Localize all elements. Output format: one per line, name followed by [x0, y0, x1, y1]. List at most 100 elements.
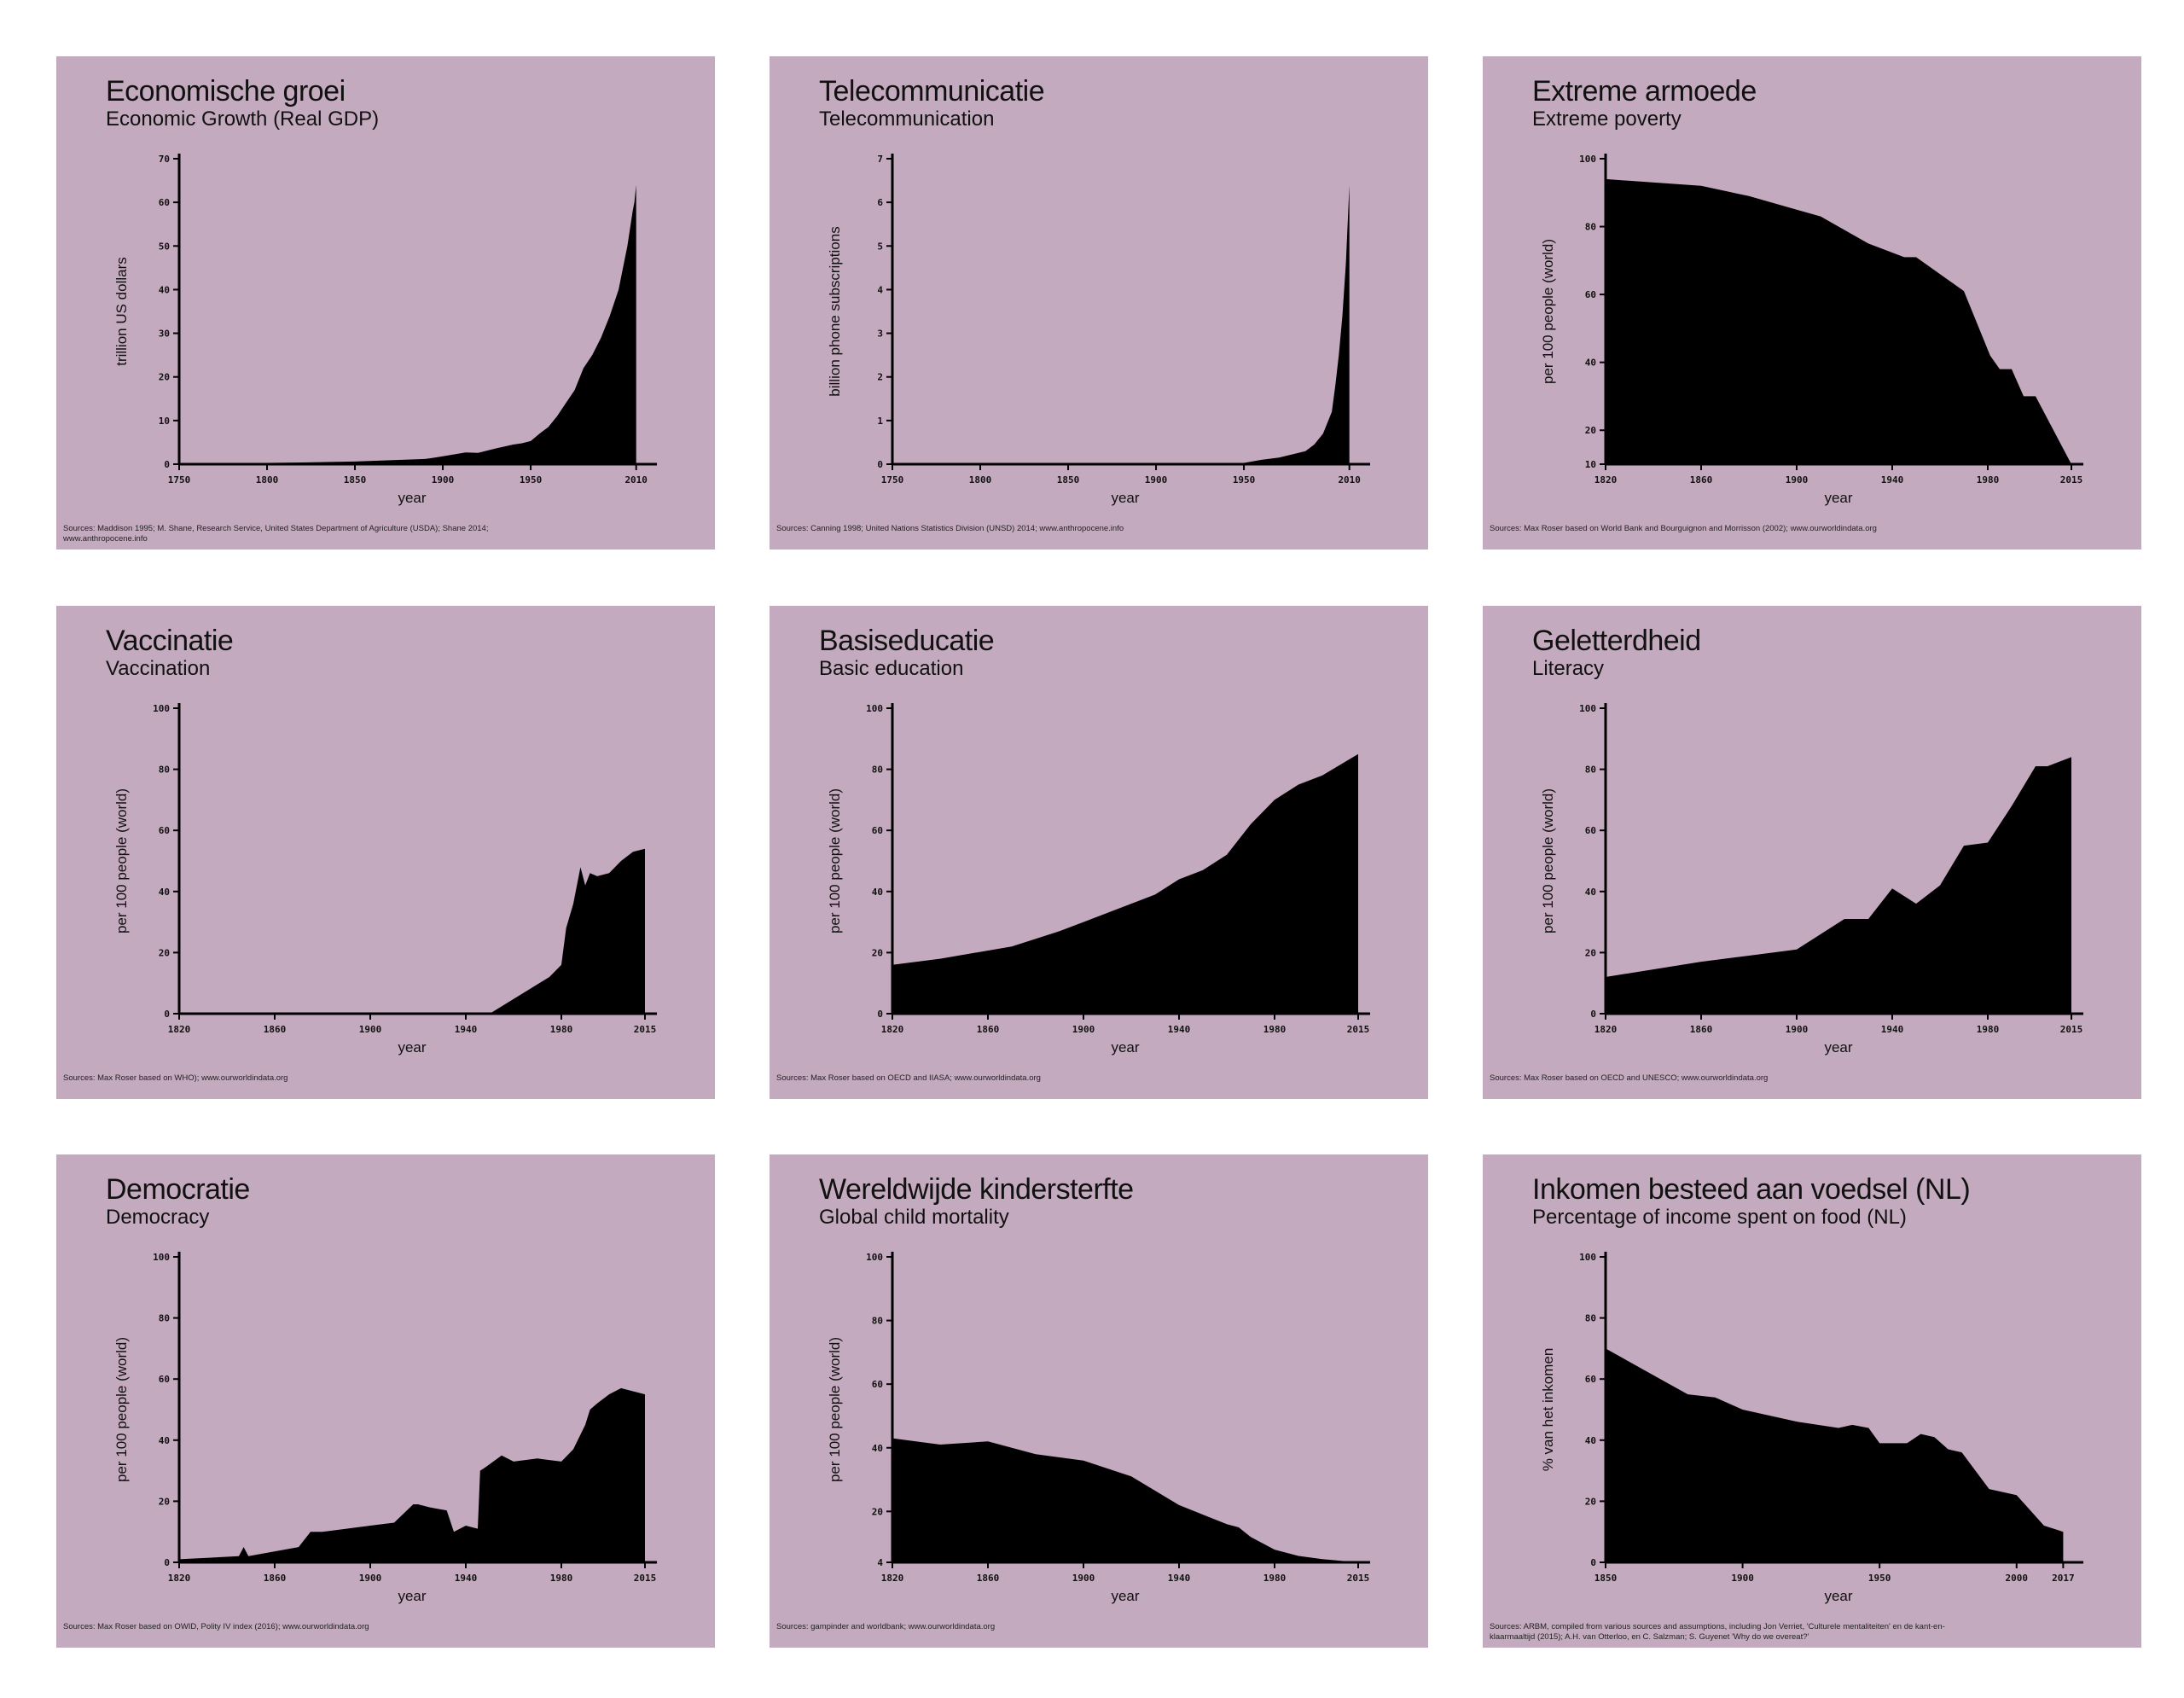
x-tick-label: 1940: [1168, 1024, 1191, 1035]
y-tick-label: 1: [877, 416, 883, 427]
y-tick-label: 60: [872, 825, 883, 836]
y-tick-label: 20: [159, 1496, 170, 1507]
x-tick-label: 1900: [1786, 1024, 1809, 1035]
y-tick-label: 4: [877, 284, 883, 295]
y-tick-label: 0: [877, 459, 883, 470]
y-axis-label: per 100 people (world): [827, 1337, 843, 1482]
x-tick-label: 1900: [1145, 474, 1168, 486]
y-tick-label: 60: [159, 1374, 170, 1385]
chart-svg: 0 20 40 60 80 100 1820 1860 1900 1940 1980 2015 year…: [1540, 703, 2083, 1055]
x-axis-label: year: [1111, 1588, 1139, 1604]
chart-panel: Economische groei Economic Growth (Real G…: [56, 56, 715, 550]
y-tick-label: 100: [866, 703, 883, 714]
y-axis-label: per 100 people (world): [1540, 788, 1556, 933]
y-tick-label: 80: [1585, 1313, 1596, 1324]
x-tick-label: 1980: [1263, 1024, 1287, 1035]
chart-title: Vaccinatie: [106, 625, 234, 657]
y-tick-label: 70: [159, 154, 170, 165]
chart-svg: 0 20 40 60 80 100 1820 1860 1900 1940 1980 2015 year…: [113, 703, 657, 1055]
y-tick-label: 40: [159, 887, 170, 898]
chart-subtitle: Economic Growth (Real GDP): [106, 108, 380, 131]
x-axis-label: year: [1824, 490, 1852, 506]
y-tick-label: 20: [1585, 947, 1596, 958]
x-tick-label: 1800: [256, 474, 279, 486]
y-tick-label: 5: [877, 241, 883, 252]
x-tick-label: 1850: [344, 474, 367, 486]
y-axis-label: per 100 people (world): [827, 788, 843, 933]
x-tick-label: 1950: [520, 474, 543, 486]
x-tick-label: 1750: [168, 474, 191, 486]
x-tick-label: 1820: [168, 1573, 191, 1584]
chart-title: Telecommunicatie: [819, 75, 1045, 108]
x-tick-label: 2015: [1347, 1024, 1370, 1035]
chart-subtitle: Democracy: [106, 1206, 210, 1229]
y-tick-label: 0: [164, 1557, 170, 1568]
y-tick-label: 0: [1590, 1009, 1596, 1020]
y-tick-label: 0: [164, 459, 170, 470]
x-axis-label: year: [1111, 490, 1139, 506]
y-tick-label: 30: [159, 329, 170, 340]
y-tick-label: 40: [1585, 887, 1596, 898]
chart-svg: 0 20 40 60 80 100 1820 1860 1900 1940 1980 2015 year…: [827, 703, 1370, 1055]
y-tick-label: 40: [872, 887, 883, 898]
chart-source: Sources: Max Roser based on World Bank a…: [1490, 524, 1877, 533]
chart-source: Sources: Max Roser based on OWID, Polity…: [63, 1622, 369, 1631]
x-tick-label: 1860: [1690, 474, 1713, 486]
y-tick-label: 0: [164, 1009, 170, 1020]
x-axis-label: year: [1824, 1039, 1852, 1055]
x-tick-label: 1980: [550, 1573, 573, 1584]
y-tick-label: 40: [872, 1443, 883, 1454]
y-tick-label: 7: [877, 154, 883, 165]
chart-source: Sources: Canning 1998; United Nations St…: [776, 524, 1124, 533]
chart-panel: Extreme armoede Extreme poverty 10 20 40 60 80…: [1483, 56, 2141, 550]
y-tick-label: 80: [1585, 765, 1596, 776]
x-tick-label: 1940: [455, 1573, 478, 1584]
x-tick-label: 2015: [1347, 1573, 1370, 1584]
x-tick-label: 1860: [977, 1573, 1000, 1584]
chart-panel: Democratie Democracy 0 20 40 60 80 100 1820 1860 1…: [56, 1154, 715, 1648]
area-series: [892, 184, 1350, 464]
y-tick-label: 100: [1579, 703, 1596, 714]
area-series: [892, 1438, 1358, 1562]
x-tick-label: 1940: [1168, 1573, 1191, 1584]
y-tick-label: 10: [159, 416, 170, 427]
y-tick-label: 0: [1590, 1557, 1596, 1568]
y-tick-label: 20: [1585, 425, 1596, 436]
chart-panel: Telecommunicatie Telecommunication 0 1 2 3 4 5 6…: [770, 56, 1428, 550]
y-axis-label: per 100 people (world): [113, 788, 130, 933]
area-series: [179, 1387, 645, 1562]
x-tick-label: 1980: [550, 1024, 573, 1035]
x-tick-label: 2015: [2060, 1024, 2083, 1035]
y-tick-label: 20: [872, 947, 883, 958]
chart-subtitle: Percentage of income spent on food (NL): [1532, 1206, 1907, 1229]
x-tick-label: 2010: [1338, 474, 1361, 486]
chart-subtitle: Telecommunication: [819, 108, 995, 131]
x-tick-label: 1820: [881, 1573, 904, 1584]
y-axis-label: per 100 people (world): [1540, 239, 1556, 384]
y-tick-label: 20: [159, 947, 170, 958]
y-tick-label: 20: [159, 372, 170, 383]
y-tick-label: 100: [153, 1252, 170, 1263]
chart-source: Sources: ARBM, compiled from various sou…: [1490, 1622, 1945, 1642]
chart-panel: Inkomen besteed aan voedsel (NL) Percenta…: [1483, 1154, 2141, 1648]
y-tick-label: 100: [866, 1252, 883, 1263]
x-tick-label: 2017: [2052, 1573, 2075, 1584]
chart-subtitle: Global child mortality: [819, 1206, 1009, 1229]
chart-panel: Geletterdheid Literacy 0 20 40 60 80 100 1820 186…: [1483, 606, 2141, 1099]
y-axis-label: trillion US dollars: [113, 257, 130, 366]
x-tick-label: 1980: [1977, 1024, 2000, 1035]
y-tick-label: 40: [1585, 1435, 1596, 1446]
chart-subtitle: Vaccination: [106, 657, 211, 680]
x-tick-label: 1860: [1690, 1024, 1713, 1035]
y-tick-label: 100: [1579, 1252, 1596, 1263]
x-tick-label: 1820: [1594, 474, 1618, 486]
y-tick-label: 60: [1585, 1374, 1596, 1385]
chart-source: Sources: Maddison 1995; M. Shane, Resear…: [63, 524, 489, 544]
y-tick-label: 60: [1585, 289, 1596, 300]
y-axis-label: % van het inkomen: [1540, 1348, 1556, 1472]
y-tick-label: 0: [877, 1009, 883, 1020]
area-series: [179, 184, 636, 464]
x-tick-label: 1980: [1977, 474, 2000, 486]
x-tick-label: 1950: [1868, 1573, 1891, 1584]
y-tick-label: 40: [1585, 358, 1596, 369]
